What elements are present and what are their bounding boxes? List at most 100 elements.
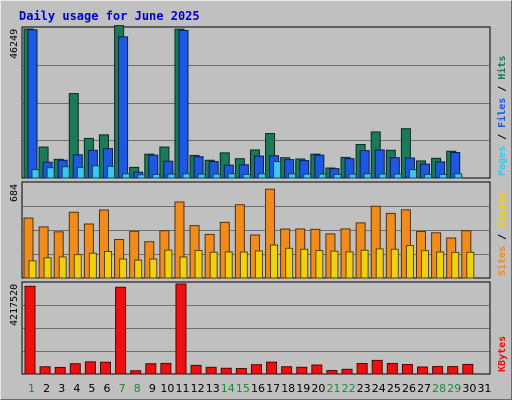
x-tick-label: 28 <box>432 382 446 395</box>
kbytes-bar <box>341 368 353 375</box>
y-axis-max-label: 46249 <box>9 29 20 59</box>
x-tick-label: 30 <box>462 382 476 395</box>
pages-bar <box>288 173 297 179</box>
visits-bar <box>149 258 158 279</box>
kbytes-bar <box>432 366 444 375</box>
pages-bar <box>273 161 282 179</box>
x-tick-label: 5 <box>88 382 95 395</box>
visits-bar <box>194 250 203 279</box>
pages-bar <box>454 173 463 179</box>
visits-bar <box>209 251 218 279</box>
legend-item-sites: Sites <box>496 246 508 276</box>
pages-bar <box>303 173 312 179</box>
pages-bar <box>76 166 85 179</box>
x-tick-label: 6 <box>104 382 111 395</box>
x-axis-day-labels: 1 2 3 4 5 6 7 8 9 10 11 12 13 14 15 16 17 18 19 20 21 22 23 24 2… <box>28 382 491 395</box>
x-tick-label: 19 <box>296 382 310 395</box>
visits-bar <box>73 254 82 279</box>
x-tick-label: 15 <box>236 382 250 395</box>
y-axis-max-label: 684 <box>9 184 20 202</box>
visits-bar <box>179 256 188 279</box>
kbytes-bar <box>220 367 232 375</box>
y-axis-max-label: 4217520 <box>9 284 20 326</box>
kbytes-bar <box>84 361 96 375</box>
x-tick-label: 20 <box>311 382 325 395</box>
pages-bar <box>424 173 433 179</box>
x-tick-label: 7 <box>119 382 126 395</box>
kbytes-bar <box>99 361 111 375</box>
kbytes-bar <box>130 370 142 375</box>
pages-bar <box>61 166 70 179</box>
visits-bar <box>300 248 309 279</box>
chart-panels: 46249 Pages / Files / Hits 684 Sites / Visi… <box>9 25 508 375</box>
visits-bar <box>239 251 248 279</box>
pages-bar <box>31 169 40 179</box>
pages-bar <box>227 173 236 179</box>
legend-item-kbytes: KBytes <box>497 336 508 372</box>
x-tick-label: 17 <box>266 382 280 395</box>
files-bar <box>118 36 129 179</box>
visits-bar <box>345 251 354 279</box>
kbytes-bar <box>266 361 278 375</box>
files-bar <box>27 29 38 179</box>
x-tick-label: 9 <box>149 382 156 395</box>
visits-bar <box>330 250 339 279</box>
kbytes-bar <box>24 285 36 375</box>
pages-bar <box>378 173 387 179</box>
x-tick-label: 13 <box>206 382 220 395</box>
visits-bar <box>28 260 37 279</box>
pages-bar <box>91 165 100 179</box>
x-tick-label: 22 <box>342 382 356 395</box>
kbytes-bar <box>145 363 157 375</box>
x-tick-label: 1 <box>28 382 35 395</box>
visits-bar <box>360 249 369 279</box>
legend: Sites / Visits <box>496 192 508 276</box>
pages-bar <box>152 173 161 179</box>
x-tick-label: 31 <box>477 382 491 395</box>
pages-bar <box>333 173 342 179</box>
kbytes-bar <box>447 366 459 375</box>
kbytes-bar <box>371 359 383 375</box>
x-tick-label: 2 <box>43 382 50 395</box>
x-tick-label: 4 <box>73 382 80 395</box>
x-tick-label: 18 <box>281 382 295 395</box>
visits-bar <box>43 257 52 279</box>
chart-title: Daily usage for June 2025 <box>19 9 200 23</box>
chart-panel-2: 684 Sites / Visits <box>9 181 508 279</box>
x-tick-label: 3 <box>58 382 65 395</box>
x-tick-label: 10 <box>160 382 174 395</box>
chart-panel-1: 46249 Pages / Files / Hits <box>9 25 508 179</box>
x-tick-label: 27 <box>417 382 431 395</box>
kbytes-bar <box>250 364 262 375</box>
visits-bar <box>421 250 430 279</box>
kbytes-bar <box>54 366 66 375</box>
legend-separator: / <box>497 128 508 146</box>
kbytes-bar <box>39 366 51 375</box>
pages-bar <box>257 173 266 179</box>
pages-bar <box>393 173 402 179</box>
kbytes-bar <box>205 366 217 375</box>
visits-bar <box>88 252 97 279</box>
x-tick-label: 16 <box>251 382 265 395</box>
pages-bar <box>137 174 146 179</box>
x-tick-label: 21 <box>326 382 340 395</box>
kbytes-bar <box>190 364 202 375</box>
visits-bar <box>390 248 399 279</box>
kbytes-bar <box>281 366 293 375</box>
legend: Pages / Files / Hits <box>496 56 508 176</box>
legend-separator: / <box>497 80 508 98</box>
legend-item-pages: Pages <box>497 146 508 176</box>
kbytes-bar <box>69 363 81 375</box>
visits-bar <box>405 245 414 279</box>
pages-bar <box>212 173 221 179</box>
legend-separator: / <box>497 228 508 246</box>
visits-bar <box>375 248 384 279</box>
kbytes-bar <box>356 363 368 375</box>
legend-item-files: Files <box>496 98 508 128</box>
pages-bar <box>439 173 448 179</box>
visits-bar <box>285 247 294 279</box>
kbytes-bar <box>326 370 338 375</box>
x-tick-label: 11 <box>176 382 190 395</box>
x-tick-label: 12 <box>191 382 205 395</box>
